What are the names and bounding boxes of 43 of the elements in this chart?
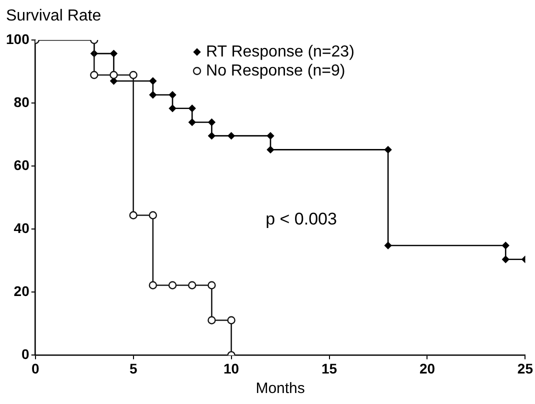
y-tick-label: 100 [6,30,30,47]
point [188,281,196,290]
x-tick-label: 20 [419,360,436,376]
annotation: p < 0.003 [266,209,337,228]
point [129,70,138,80]
legend-label: RT Response (n=23) [206,43,354,60]
x-tick-label: 25 [517,360,534,376]
y-tick-label: 60 [14,156,30,173]
point [228,132,235,140]
point [208,118,216,126]
y-tick-label: 40 [14,220,30,236]
point [188,104,196,112]
point [90,70,98,80]
point [384,146,392,154]
point [208,132,216,140]
x-axis-title: Months [256,380,305,398]
point [149,91,157,98]
point [168,281,177,290]
point [227,316,236,324]
point [384,242,392,250]
point [502,256,510,263]
point [110,50,118,58]
point [168,91,176,98]
y-tick-label: 0 [22,346,30,362]
point [148,211,158,220]
point [148,281,158,290]
point [188,118,196,126]
point [129,211,138,220]
point [168,104,176,112]
point [266,146,274,154]
point [149,77,157,85]
y-tick-label: 20 [14,283,30,300]
x-tick-label: 5 [129,360,138,376]
point [502,242,510,250]
y-axis-title: Survival Rate [6,7,102,24]
legend-label: No Response (n=9) [206,62,346,80]
y-tick-label: 80 [14,94,30,110]
point [208,281,216,290]
x-tick-label: 15 [321,360,338,376]
point [110,70,118,80]
x-tick-label: 10 [224,360,240,376]
point [266,132,274,140]
point [208,316,216,324]
